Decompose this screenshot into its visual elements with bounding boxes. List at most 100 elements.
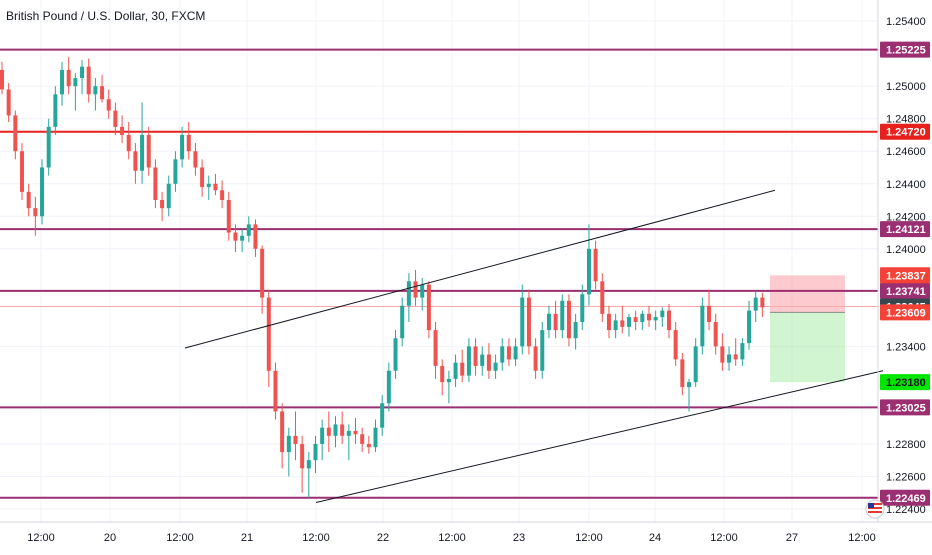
candle-body <box>20 151 25 192</box>
stop-price-tag: 1.23837 <box>886 270 926 282</box>
candle-body <box>220 190 225 201</box>
level-tag-1.24121: 1.24121 <box>886 224 926 236</box>
time-tick-label: 12:00 <box>27 532 55 544</box>
candle-body <box>653 317 658 321</box>
candle-body <box>753 297 758 311</box>
long-short-position-tool[interactable] <box>0 275 878 383</box>
candle-body <box>673 330 678 360</box>
candle-body <box>306 460 311 469</box>
entry-price-tag: 1.23609 <box>886 307 926 319</box>
candle-body <box>687 382 692 388</box>
level-tag-1.24720-bg <box>880 123 930 140</box>
candle-body <box>206 183 211 188</box>
candle-body <box>420 284 425 298</box>
candle-body <box>213 183 218 191</box>
price-tick-label: 1.22600 <box>886 471 926 483</box>
time-axis[interactable]: 12:00 20 12:00 21 12:00 22 12:00 23 12:00 24 12:00… <box>27 532 876 544</box>
target-price-tag: 1.23180 <box>886 377 926 389</box>
candle-body <box>526 297 531 347</box>
level-tag-1.23741-bg <box>880 282 930 299</box>
candle-body <box>640 313 645 322</box>
candle-body <box>233 232 238 241</box>
channel-trendlines[interactable] <box>184 189 884 503</box>
level-tag-1.22469: 1.22469 <box>886 493 926 505</box>
candle-body <box>693 346 698 383</box>
price-tick-label: 1.24000 <box>886 244 926 256</box>
candle-body <box>520 297 525 347</box>
candle-body <box>340 424 345 436</box>
level-tag-1.25225: 1.25225 <box>886 45 926 57</box>
us-flag-icon[interactable] <box>865 499 885 519</box>
candle-body <box>66 69 71 87</box>
candle-body <box>266 297 271 371</box>
candle-body <box>613 320 618 331</box>
candle-body <box>433 330 438 366</box>
candle-body <box>460 362 465 376</box>
level-tag-1.22469-bg <box>880 489 930 506</box>
candle-body <box>573 321 578 339</box>
candle-body <box>393 338 398 371</box>
time-tick-label: 27 <box>786 532 798 544</box>
candle-body <box>260 248 265 298</box>
candle-body <box>720 346 725 363</box>
candle-body <box>33 208 38 217</box>
candle-body <box>320 427 325 444</box>
candle-body <box>193 151 198 168</box>
price-tick-label: 1.24600 <box>886 146 926 158</box>
candle-body <box>13 115 18 152</box>
candle-body <box>733 354 738 360</box>
candle-body <box>6 89 11 116</box>
candle-body <box>386 370 391 404</box>
time-tick-label: 20 <box>104 532 116 544</box>
candle-body <box>73 78 78 87</box>
candle-body <box>46 126 51 168</box>
candle-body <box>660 310 665 318</box>
candle-body <box>246 224 251 236</box>
candle-body <box>346 430 351 436</box>
chart-title: British Pound / U.S. Dollar, 30, FXCM <box>6 9 206 23</box>
price-axis[interactable]: 1.25400 1.25000 1.24800 1.24600 1.24400 1.242… <box>880 16 930 516</box>
candle-body <box>360 434 365 444</box>
candle-body <box>160 200 165 209</box>
candle-body <box>413 281 418 298</box>
lower-channel-line <box>315 370 884 503</box>
price-tick-label: 1.24800 <box>886 114 926 126</box>
time-tick-label: 12:00 <box>848 532 876 544</box>
candle-body <box>86 66 91 95</box>
take-profit-zone <box>770 312 845 383</box>
candle-body <box>26 191 31 209</box>
level-tag-1.24720: 1.24720 <box>886 127 926 139</box>
candle-body <box>500 346 505 363</box>
candle-body <box>493 362 498 371</box>
candle-body <box>300 443 305 469</box>
candle-body <box>186 134 191 152</box>
candle-body <box>166 183 171 209</box>
candle-body <box>506 346 511 360</box>
candle-body <box>580 294 585 322</box>
candle-body <box>546 313 551 331</box>
price-tick-label: 1.24200 <box>886 211 926 223</box>
candle-body <box>313 443 318 461</box>
level-tag-1.23741: 1.23741 <box>886 286 926 298</box>
candle-body <box>600 281 605 314</box>
candle-body <box>606 313 611 331</box>
candle-body <box>273 370 278 412</box>
candle-body <box>633 317 638 322</box>
candle-body <box>126 134 131 152</box>
candle-body <box>286 435 291 453</box>
candle-body <box>333 424 338 436</box>
candle-body <box>380 403 385 428</box>
time-tick-label: 12:00 <box>438 532 466 544</box>
candle-body <box>727 354 732 363</box>
candle-body <box>713 321 718 347</box>
horizontal-level-lines[interactable] <box>0 48 878 499</box>
target-price-tag-bg <box>880 374 930 391</box>
candle-body <box>466 346 471 376</box>
level-tag-1.23025-bg <box>880 399 930 416</box>
candle-body <box>226 200 231 233</box>
candle-body <box>740 343 745 360</box>
candle-body <box>593 248 598 282</box>
candle-body <box>0 69 4 90</box>
